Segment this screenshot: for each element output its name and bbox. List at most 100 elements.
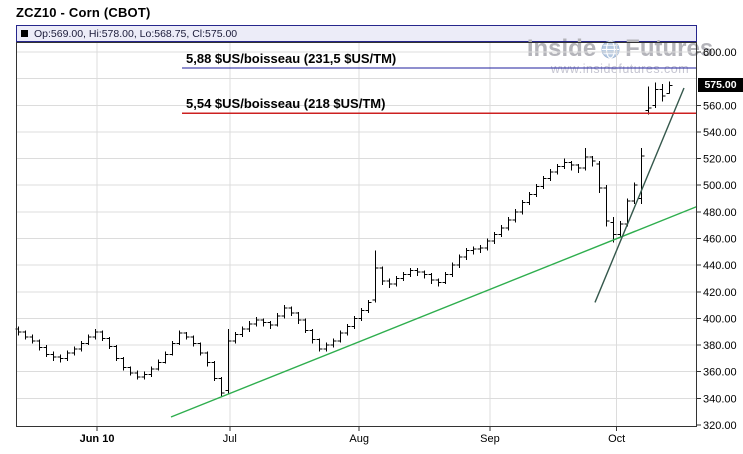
ohlc-bar [99,330,106,342]
ohlc-bar [78,341,85,352]
ohlc-bar [267,321,274,330]
ohlc-bar [512,209,519,223]
ohlc-bar [295,311,302,324]
ohlc-bar [638,147,645,204]
ohlc-bar [400,271,407,282]
ohlc-bar [330,338,337,348]
ohlc-bar [533,183,540,198]
ohlc-bar [253,317,260,327]
ohlc-bar [526,191,533,206]
ohlc-bar [568,161,575,171]
ohlc-bar [344,323,351,336]
watermark-brand: Inside Futures [527,37,713,61]
ohlc-bar [113,345,120,362]
ohlc-bar [246,321,253,332]
ohlc-bar [379,266,386,286]
ohlc-bar [190,335,197,347]
ohlc-bar [218,377,225,398]
ohlc-bar [547,169,554,182]
ohlc-bar [57,354,64,363]
ohlc-bar [134,370,141,380]
watermark-brand-left: Inside [526,35,597,62]
ohlc-bar [316,338,323,352]
ohlc-bar [582,147,589,171]
y-axis-label: 420.00 [703,287,737,299]
ohlc-bar [617,221,624,238]
watermark: Inside Futures www.insidefutures.com [527,37,713,77]
x-axis-label: Jun 10 [80,433,115,445]
ohlc-bar [575,163,582,174]
ohlc-bar [309,329,316,344]
ohlc-bar [85,334,92,346]
ohlc-bar [561,158,568,170]
ohlc-bar [120,357,127,371]
ohlc-bar [29,334,36,344]
ohlc-bar [596,161,603,194]
ohlc-bar [183,331,190,340]
y-axis-label: 600.00 [703,47,737,59]
ohlc-bar [274,313,281,327]
y-axis-label: 340.00 [703,393,737,405]
ohlc-bar [43,345,50,358]
ohlc-bar [64,350,71,362]
ohlc-bar [519,199,526,215]
ohlc-bar [631,182,638,204]
y-axis-label: 540.00 [703,127,737,139]
ohlc-bar [162,351,169,364]
ohlc-bar [449,262,456,278]
ohlc-bar [421,270,428,279]
y-axis-label: 320.00 [703,420,737,432]
ohlc-bar [239,326,246,338]
y-axis-label: 360.00 [703,367,737,379]
y-axis-label: 480.00 [703,207,737,219]
ohlc-bar [610,217,617,243]
ohlc-bar [22,330,29,340]
x-axis-label: Jul [223,433,237,445]
ohlc-bar [666,81,673,94]
ohlc-bar [407,267,414,278]
accelerated-uptrend-trendline [594,87,685,303]
ohlc-bar [428,273,435,284]
ohlc-bar [141,371,148,380]
ohlc-bar [127,366,134,376]
x-axis-label: Oct [608,433,625,445]
last-price-badge: 575.00 [698,78,743,92]
ohlc-bar [659,83,666,102]
ohlc-bar [225,329,232,395]
ohlc-bar [358,307,365,322]
ohlc-bar [372,250,379,303]
ohlc-bar [176,330,183,346]
ohlc-bar [148,366,155,378]
ohlc-bar [505,217,512,231]
ohlc-bar [50,351,57,362]
ohlc-bar [470,246,477,255]
ohlc-bar [414,267,421,276]
ohlc-bar [323,342,330,352]
ohlc-bar [106,337,113,350]
ohlc-bar [554,163,561,175]
ohlc-bar [435,278,442,287]
ohlc-bar [169,341,176,356]
watermark-brand-right: Futures [625,35,714,62]
ohlc-bar [442,271,449,284]
ohlc-bar [645,86,652,115]
y-axis-label: 400.00 [703,313,737,325]
ohlc-bar [498,225,505,238]
ohlc-bar [232,331,239,344]
series-marker-icon [21,30,28,37]
ohlc-bar [652,82,659,108]
ohlc-bar [393,275,400,287]
resistance-annotation-554: 5,54 $US/boisseau (218 $US/TM) [186,96,386,111]
ohlc-info-text: Op:569.00, Hi:578.00, Lo:568.75, Cl:575.… [34,27,238,40]
y-axis-label: 520.00 [703,154,737,166]
y-axis-label: 500.00 [703,180,737,192]
plot-border [16,42,697,427]
ohlc-bar [484,238,491,251]
x-axis-label: Sep [480,433,500,445]
ohlc-bar [211,361,218,382]
ohlc-bar [92,329,99,340]
y-axis-label: 560.00 [703,100,737,112]
x-axis-label: Aug [349,433,369,445]
